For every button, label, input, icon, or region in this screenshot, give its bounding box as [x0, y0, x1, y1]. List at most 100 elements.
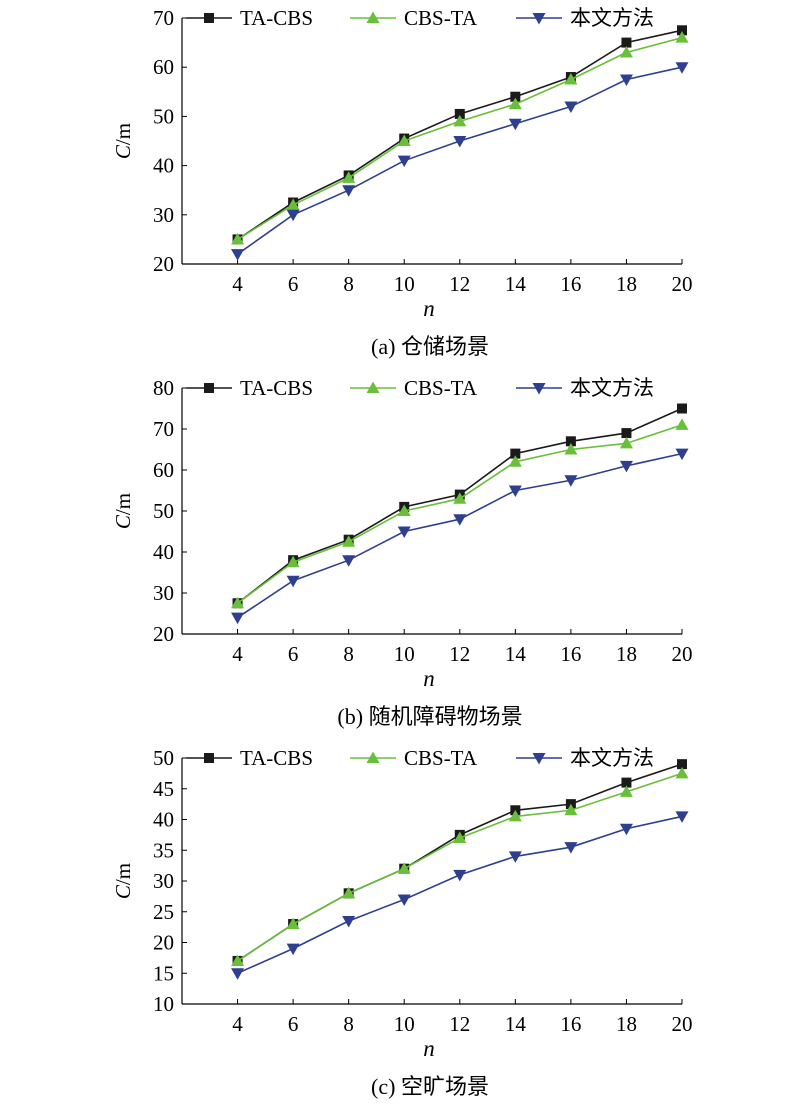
x-tick-label: 20	[672, 1012, 693, 1036]
data-point	[508, 97, 522, 110]
data-point	[342, 535, 356, 547]
x-tick-label: 14	[505, 272, 527, 296]
x-tick-label: 8	[343, 272, 354, 296]
y-axis-label-unit: /m	[111, 493, 135, 515]
x-tick-label: 18	[616, 272, 637, 296]
data-point	[286, 209, 300, 222]
series-2	[231, 448, 689, 625]
y-tick-label: 30	[153, 581, 174, 605]
x-tick-label: 16	[560, 272, 581, 296]
data-point	[675, 766, 689, 779]
data-point	[619, 785, 633, 797]
legend-label: CBS-TA	[404, 376, 478, 400]
series-line	[237, 452, 683, 619]
data-point	[564, 803, 578, 816]
data-point	[397, 155, 411, 168]
data-point	[397, 134, 411, 146]
data-point	[675, 811, 689, 823]
legend-marker	[366, 751, 380, 763]
data-point	[565, 436, 576, 447]
y-axis-label-unit: /m	[111, 123, 135, 145]
x-tick-label: 8	[343, 1012, 354, 1036]
data-point	[564, 443, 578, 455]
y-tick-label: 30	[153, 869, 174, 893]
x-axis-label: n	[423, 666, 435, 691]
x-tick-label: 4	[232, 272, 243, 296]
data-point	[677, 25, 687, 36]
legend-item: TA-CBS	[186, 746, 313, 770]
y-tick-label: 60	[153, 55, 174, 79]
y-tick-label: 60	[153, 458, 174, 482]
y-tick-label: 40	[153, 154, 174, 178]
panel-caption: (a) 仓储场景	[371, 334, 489, 359]
y-tick-label: 50	[153, 746, 174, 770]
data-point	[397, 862, 411, 874]
data-point	[453, 136, 467, 148]
y-tick-label: 20	[153, 622, 174, 646]
y-axis-label: C/m	[111, 493, 135, 529]
y-axis-label: C/m	[111, 863, 135, 899]
panel-caption: (b) 随机障碍物场景	[337, 704, 522, 729]
y-axis-label-var: C	[111, 884, 135, 899]
data-point	[286, 917, 300, 930]
data-point	[231, 232, 245, 245]
x-tick-label: 16	[560, 642, 581, 666]
legend-item: CBS-TA	[350, 746, 478, 770]
x-tick-label: 6	[288, 1012, 299, 1036]
data-point	[231, 954, 245, 966]
x-tick-label: 12	[449, 272, 470, 296]
data-point	[564, 101, 578, 114]
legend-label: CBS-TA	[404, 6, 478, 30]
x-axis-label: n	[423, 1036, 435, 1061]
x-tick-label: 14	[505, 1012, 527, 1036]
data-point	[564, 475, 578, 487]
data-point	[621, 777, 632, 788]
data-point	[342, 886, 356, 899]
data-point	[677, 403, 687, 414]
data-point	[453, 869, 467, 882]
data-point	[619, 823, 633, 836]
data-point	[231, 249, 245, 261]
x-tick-label: 16	[560, 1012, 581, 1036]
data-point	[286, 555, 300, 568]
data-point	[675, 448, 689, 461]
data-point	[231, 968, 245, 980]
y-tick-label: 45	[153, 777, 174, 801]
y-tick-label: 35	[153, 838, 174, 862]
panel-caption: (c) 空旷场景	[371, 1074, 489, 1099]
y-tick-label: 20	[153, 931, 174, 955]
data-point	[397, 894, 411, 906]
legend-label: 本文方法	[570, 6, 654, 30]
x-tick-label: 8	[343, 642, 354, 666]
x-tick-label: 6	[288, 272, 299, 296]
legend-marker	[532, 13, 546, 25]
data-point	[510, 448, 521, 459]
chart-panel-warehouse: 20 30 40 50 60 70 4 6 8 10 12 14 16 18 20 C/m n (a) 仓储场景 T…	[111, 6, 693, 359]
data-point	[454, 108, 465, 119]
legend-label: CBS-TA	[404, 746, 478, 770]
data-point	[564, 842, 578, 854]
x-tick-label: 18	[616, 1012, 637, 1036]
y-tick-label: 30	[153, 203, 174, 227]
y-tick-label: 20	[153, 252, 174, 276]
x-tick-label: 10	[394, 1012, 415, 1036]
legend-marker	[204, 13, 214, 23]
legend-label: 本文方法	[570, 746, 654, 770]
legend-item: 本文方法	[516, 746, 654, 770]
data-point	[508, 455, 522, 467]
legend-marker	[366, 381, 380, 393]
y-tick-label: 50	[153, 104, 174, 128]
y-tick-label: 25	[153, 900, 174, 924]
x-tick-label: 20	[672, 642, 693, 666]
series-1	[231, 31, 689, 245]
x-tick-label: 12	[449, 1012, 470, 1036]
series-1	[231, 766, 689, 966]
y-tick-label: 40	[153, 540, 174, 564]
series-line	[237, 29, 683, 241]
x-axis-label: n	[423, 296, 435, 321]
legend-marker	[204, 383, 214, 393]
data-point	[286, 575, 300, 588]
y-tick-label: 70	[153, 417, 174, 441]
data-point	[231, 612, 245, 625]
data-point	[619, 74, 633, 86]
